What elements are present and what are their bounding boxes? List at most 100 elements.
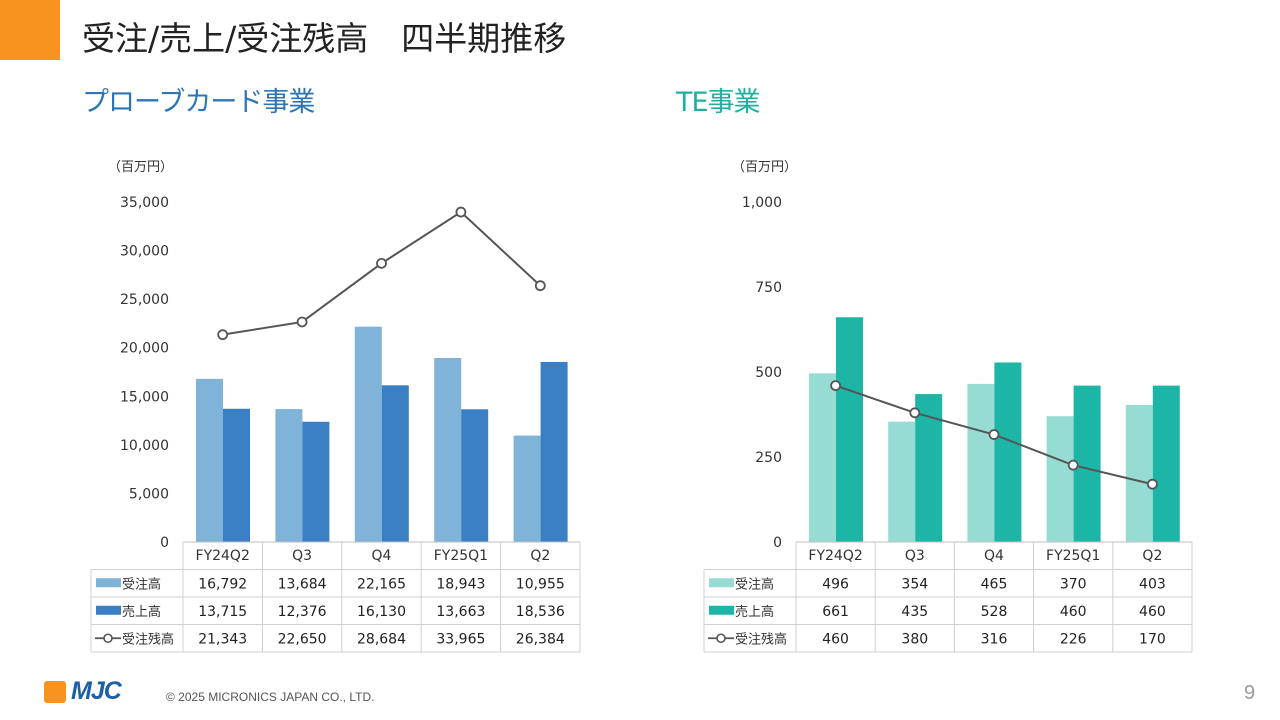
te-unit-label: （百万円） bbox=[732, 160, 798, 175]
probe-bar-orders bbox=[513, 435, 541, 542]
copyright-text: © 2025 MICRONICS JAPAN CO., LTD. bbox=[166, 690, 375, 704]
te-legend-key-sales bbox=[709, 605, 734, 615]
probe-table-cell-backlog: 26,384 bbox=[516, 631, 565, 647]
probe-legend-key-orders bbox=[96, 578, 121, 588]
te-ytick-label: 1,000 bbox=[742, 195, 782, 211]
te-bar-orders bbox=[809, 373, 836, 542]
probe-table-cell-orders: 18,943 bbox=[436, 576, 485, 592]
te-backlog-point bbox=[830, 380, 841, 392]
te-backlog-point bbox=[909, 407, 921, 419]
probe-table-cell-sales: 12,376 bbox=[278, 604, 327, 620]
probe-legend-key-sales bbox=[96, 605, 121, 615]
probe-bar-orders bbox=[275, 409, 303, 542]
page-number: 9 bbox=[1244, 682, 1256, 704]
probe-unit-label: （百万円） bbox=[108, 160, 174, 175]
probe-table-cell-orders: 13,684 bbox=[278, 576, 327, 592]
te-table-cell-backlog: 316 bbox=[981, 631, 1008, 647]
probe-table-cell-sales: 18,536 bbox=[516, 604, 565, 620]
probe-bar-orders bbox=[434, 357, 462, 542]
te-bar-sales bbox=[1152, 385, 1180, 542]
te-table-cell-orders: 354 bbox=[901, 576, 928, 592]
probe-bar-sales bbox=[381, 385, 409, 542]
probe-backlog-point bbox=[534, 280, 546, 292]
probe-legend-key-backlog-marker bbox=[103, 633, 113, 644]
te-category-label: FY24Q2 bbox=[808, 548, 862, 564]
te-table-cell-orders: 496 bbox=[822, 576, 849, 592]
te-table-cell-backlog: 460 bbox=[822, 631, 849, 647]
te-backlog-point bbox=[1147, 478, 1158, 490]
te-table-cell-orders: 370 bbox=[1060, 576, 1087, 592]
probe-table-cell-backlog: 22,650 bbox=[278, 631, 327, 647]
te-category-label: Q4 bbox=[984, 548, 1004, 564]
probe-category-label: Q4 bbox=[372, 548, 392, 564]
probe-legend-label-sales: 売上高 bbox=[122, 604, 161, 620]
probe-category-label: FY24Q2 bbox=[196, 548, 250, 564]
probe-table-cell-backlog: 33,965 bbox=[436, 631, 485, 647]
te-category-label: Q3 bbox=[905, 548, 925, 564]
te-legend-key-backlog-marker bbox=[716, 633, 726, 644]
probe-category-label: FY25Q1 bbox=[434, 548, 488, 564]
te-ytick-label: 250 bbox=[755, 450, 782, 466]
te-backlog-point bbox=[988, 429, 1000, 440]
logo-mark-icon bbox=[44, 681, 66, 703]
te-bar-orders bbox=[967, 383, 995, 542]
probe-legend-label-backlog: 受注残高 bbox=[122, 631, 174, 647]
probe-table-cell-sales: 13,663 bbox=[436, 604, 485, 620]
te-category-label: Q2 bbox=[1142, 548, 1162, 564]
te-bar-orders bbox=[1046, 416, 1074, 542]
te-table-cell-sales: 460 bbox=[1060, 604, 1087, 620]
probe-table-cell-orders: 16,792 bbox=[198, 576, 247, 592]
probe-backlog-point bbox=[376, 257, 387, 269]
probe-ytick-label: 10,000 bbox=[120, 438, 169, 454]
mjc-logo: MJC bbox=[44, 677, 144, 707]
probe-table-cell-backlog: 21,343 bbox=[198, 631, 247, 647]
probe-table-cell-sales: 13,715 bbox=[198, 604, 247, 620]
probe-backlog-point bbox=[296, 316, 308, 328]
probe-ytick-label: 5,000 bbox=[129, 486, 169, 502]
probe-bar-sales bbox=[540, 361, 568, 542]
probe-bar-orders bbox=[196, 378, 223, 542]
te-table-cell-sales: 661 bbox=[822, 604, 849, 620]
title-accent-block bbox=[0, 0, 60, 60]
te-table-cell-backlog: 170 bbox=[1139, 631, 1166, 647]
te-table-cell-backlog: 226 bbox=[1060, 631, 1087, 647]
probe-ytick-label: 30,000 bbox=[120, 244, 169, 260]
probe-backlog-point bbox=[217, 329, 229, 341]
te-table-cell-orders: 465 bbox=[981, 576, 1008, 592]
probe-ytick-label: 25,000 bbox=[120, 292, 169, 308]
probe-ytick-label: 35,000 bbox=[120, 195, 169, 211]
te-ytick-label: 0 bbox=[773, 535, 782, 551]
te-legend-key-orders bbox=[709, 578, 734, 588]
te-bar-sales bbox=[836, 317, 863, 542]
te-ytick-label: 500 bbox=[755, 365, 782, 381]
probe-bar-sales bbox=[302, 421, 330, 542]
probe-category-label: Q2 bbox=[530, 548, 550, 564]
probe-card-section-title: プローブカード事業 bbox=[82, 87, 315, 118]
te-legend-label-backlog: 受注残高 bbox=[735, 631, 787, 647]
te-table-cell-orders: 403 bbox=[1139, 576, 1166, 592]
te-bar-sales bbox=[994, 362, 1022, 542]
te-legend-label-sales: 売上高 bbox=[735, 604, 774, 620]
probe-table-cell-orders: 10,955 bbox=[516, 576, 565, 592]
te-ytick-label: 750 bbox=[755, 280, 782, 296]
probe-table-cell-backlog: 28,684 bbox=[357, 631, 406, 647]
probe-ytick-label: 15,000 bbox=[120, 389, 169, 405]
logo-text: MJC bbox=[71, 677, 122, 705]
probe-ytick-label: 20,000 bbox=[120, 341, 169, 357]
probe-bar-sales bbox=[461, 409, 489, 542]
te-table-cell-sales: 460 bbox=[1139, 604, 1166, 620]
te-backlog-point bbox=[1067, 459, 1079, 471]
te-section-title: TE事業 bbox=[676, 87, 761, 118]
te-table-cell-sales: 435 bbox=[901, 604, 928, 620]
te-table-cell-sales: 528 bbox=[981, 604, 1008, 620]
te-bar-orders bbox=[1125, 404, 1153, 542]
slide-title: 受注/売上/受注残高 四半期推移 bbox=[82, 19, 567, 58]
te-legend-label-orders: 受注高 bbox=[735, 576, 774, 592]
te-table-cell-backlog: 380 bbox=[901, 631, 928, 647]
probe-backlog-point bbox=[455, 206, 467, 218]
te-category-label: FY25Q1 bbox=[1046, 548, 1100, 564]
probe-bar-sales bbox=[223, 408, 250, 542]
probe-table-cell-orders: 22,165 bbox=[357, 576, 406, 592]
